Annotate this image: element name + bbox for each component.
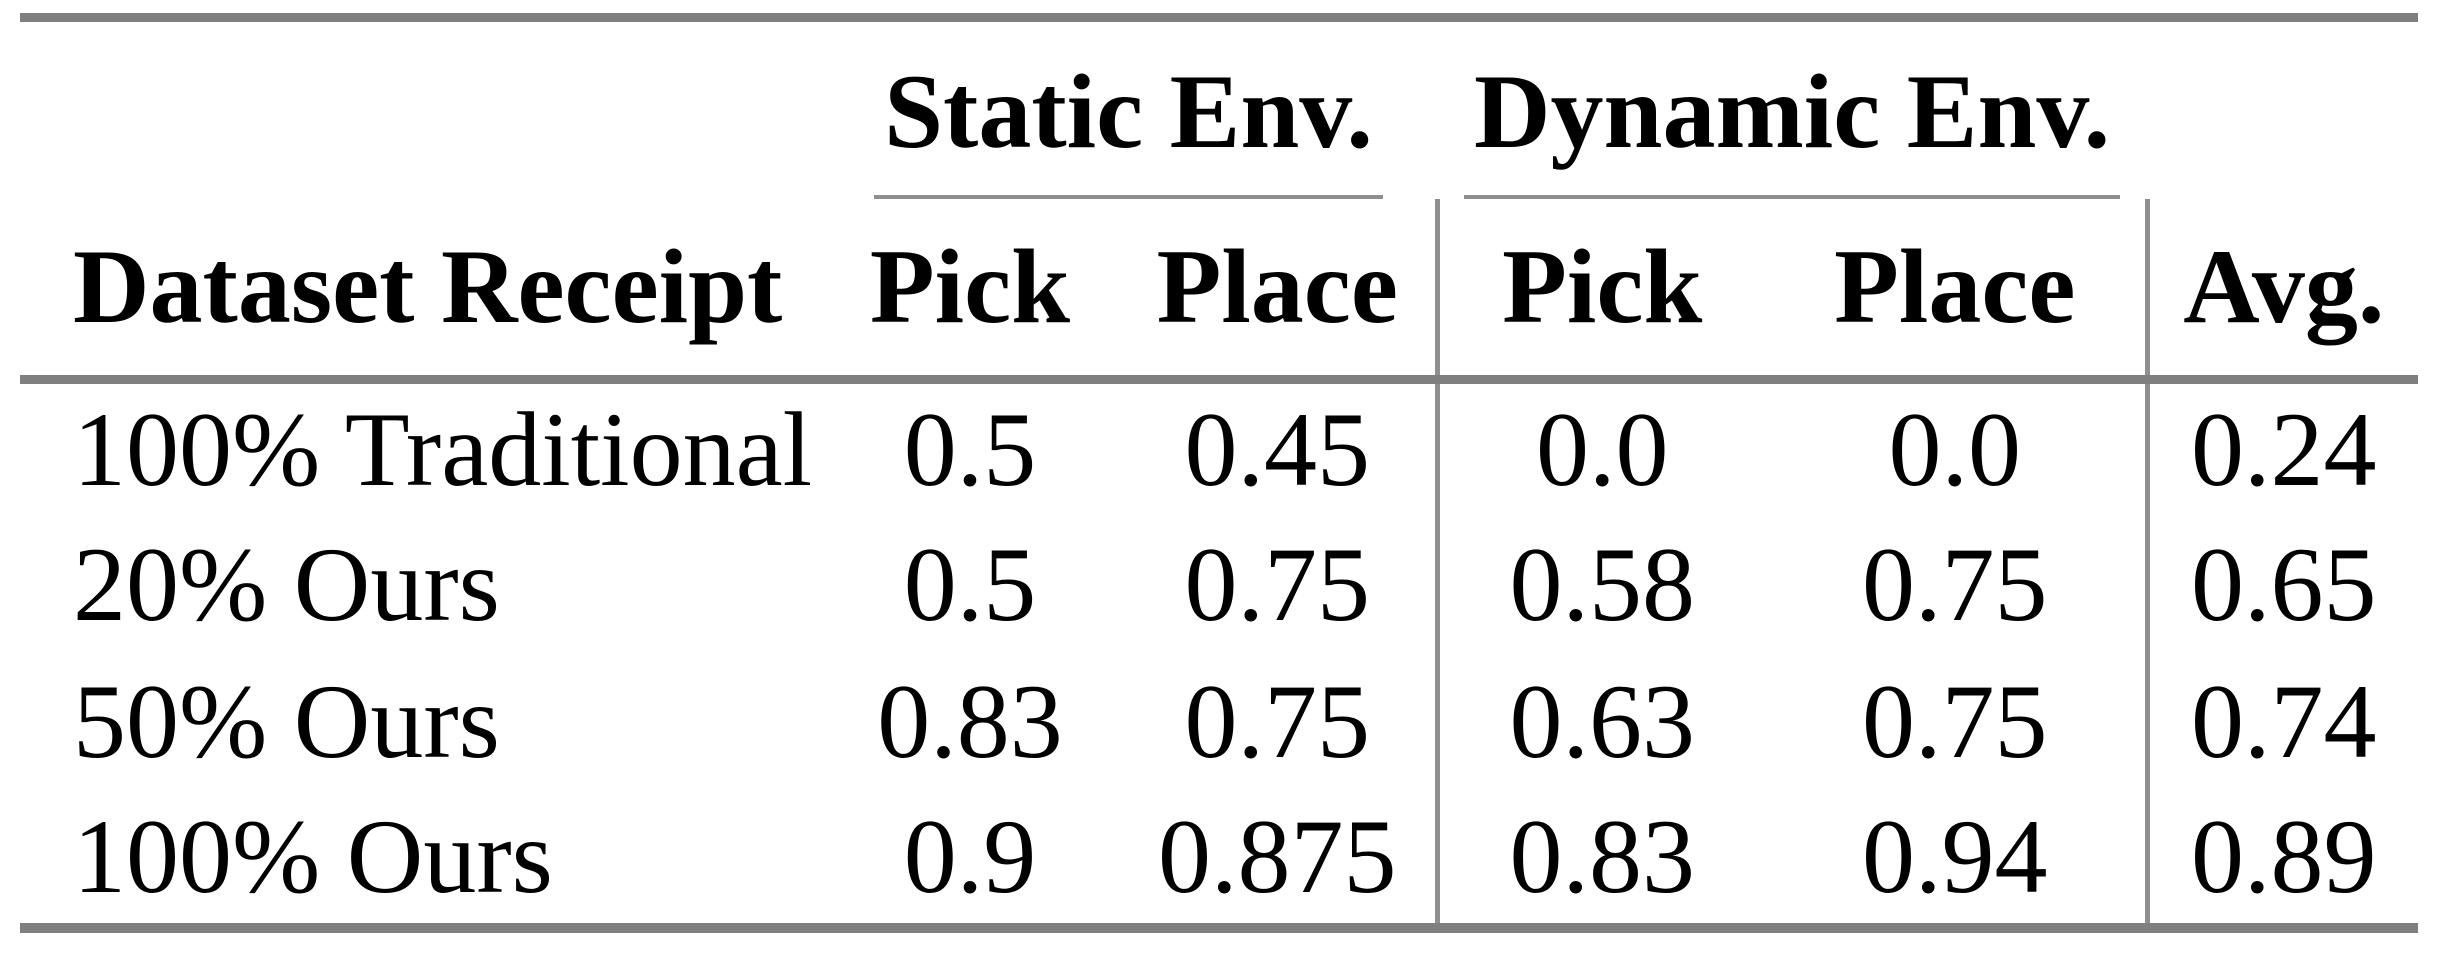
results-table: Static Env. Dynamic Env. Dataset Receipt…: [20, 13, 2419, 933]
col-header-dynamic-pick: Pick: [1434, 198, 1766, 384]
table-row: 100% Traditional 0.5 0.45 0.0 0.0 0.24: [20, 379, 2419, 517]
value-cell: 0.75: [1184, 526, 1371, 643]
value-cell: 0.5: [903, 391, 1037, 509]
value-cell: 0.75: [1862, 526, 2048, 643]
value-cell: 0.65: [2144, 516, 2419, 654]
table-row: 100% Ours 0.9 0.875 0.83 0.94 0.89: [20, 790, 2419, 928]
col-header-avg: Avg.: [2144, 198, 2419, 384]
value-cell: 0.875: [1158, 797, 1397, 915]
value-cell: 0.24: [2144, 379, 2419, 517]
static-cmidrule: Static Env.: [874, 58, 1383, 199]
group-header-dynamic-cell: Dynamic Env.: [1437, 18, 2147, 199]
value-cell: 0.0: [1434, 379, 1766, 517]
value-cell: 0.63: [1434, 653, 1766, 791]
group-header-static-cell: Static Env.: [820, 18, 1437, 199]
value-cell: 0.83: [877, 663, 1063, 780]
value-cell: 0.75: [1184, 663, 1371, 780]
value-cell: 0.89: [2144, 790, 2419, 928]
col-header-static-place: Place: [1120, 198, 1438, 384]
table-row-column-headers: Dataset Receipt Pick Place Pick Place Av…: [20, 198, 2419, 384]
row-label: 50% Ours: [73, 663, 500, 780]
value-cell: 0.83: [1434, 790, 1766, 928]
value-cell: 0.74: [2144, 653, 2419, 791]
row-label: 100% Ours: [73, 797, 553, 915]
group-header-static-label: Static Env.: [884, 52, 1373, 170]
dynamic-cmidrule: Dynamic Env.: [1463, 58, 2121, 199]
value-cell: 0.58: [1434, 516, 1766, 654]
table-row: 50% Ours 0.83 0.75 0.63 0.75 0.74: [20, 653, 2419, 791]
empty-corner-cell: [20, 18, 820, 199]
col-header-dynamic-place: Place: [1765, 198, 2148, 384]
value-cell: 0.75: [1862, 663, 2048, 780]
value-cell: 0.45: [1184, 391, 1371, 509]
value-cell: 0.94: [1862, 797, 2048, 915]
col-header-static-pick: Pick: [820, 198, 1120, 384]
table-row: 20% Ours 0.5 0.75 0.58 0.75 0.65: [20, 516, 2419, 654]
empty-corner-cell: [2147, 18, 2418, 199]
col-header-dataset-receipt: Dataset Receipt: [20, 198, 820, 384]
row-label: 100% Traditional: [73, 391, 813, 509]
row-label: 20% Ours: [73, 526, 500, 643]
value-cell: 0.0: [1888, 391, 2022, 509]
table-row-group-headers: Static Env. Dynamic Env.: [20, 18, 2418, 199]
value-cell: 0.5: [903, 526, 1037, 643]
value-cell: 0.9: [903, 797, 1037, 915]
group-header-dynamic-label: Dynamic Env.: [1473, 52, 2111, 170]
